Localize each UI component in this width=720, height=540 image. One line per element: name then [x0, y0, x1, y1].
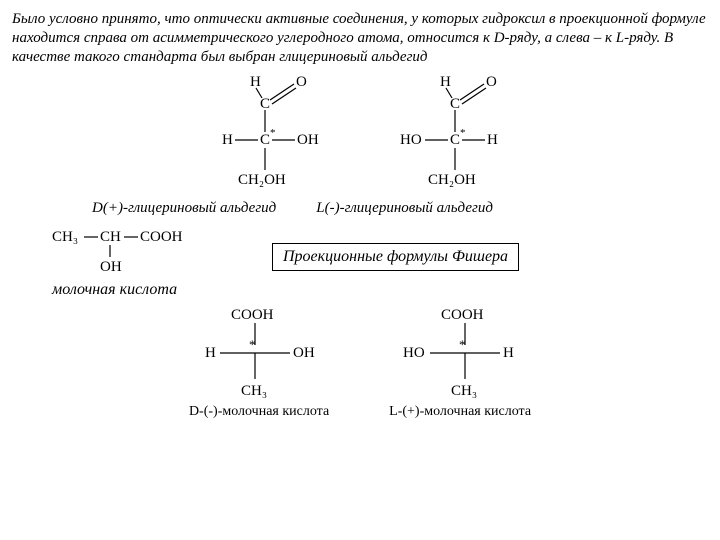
svg-text:CH₂OH: CH₂OH: [238, 172, 286, 188]
svg-text:H: H: [487, 132, 498, 148]
svg-text:OH: OH: [293, 345, 315, 361]
svg-text:CH₂OH: CH₂OH: [428, 172, 476, 188]
svg-text:COOH: COOH: [231, 307, 274, 323]
l-lactic-caption: L-(+)-молочная кислота: [389, 404, 531, 420]
svg-text:COOH: COOH: [140, 229, 183, 245]
d-glyceraldehyde-structure: H O C C * H OH CH₂OH: [200, 74, 330, 194]
svg-text:CH₃: CH₃: [451, 383, 477, 399]
lactic-block: CH₃ CH COOH OH молочная кислота Проекцио…: [52, 227, 708, 299]
svg-text:*: *: [460, 127, 466, 139]
svg-text:HO: HO: [403, 345, 425, 361]
svg-text:H: H: [440, 74, 451, 90]
svg-text:CH₃: CH₃: [241, 383, 267, 399]
svg-text:COOH: COOH: [441, 307, 484, 323]
svg-text:*: *: [459, 337, 466, 352]
svg-text:H: H: [205, 345, 216, 361]
svg-text:HO: HO: [400, 132, 422, 148]
svg-text:*: *: [270, 127, 276, 139]
svg-text:H: H: [250, 74, 261, 90]
lactic-captions: D-(-)-молочная кислота L-(+)-молочная ки…: [12, 404, 708, 420]
l-glyceraldehyde-structure: H O C C * HO H CH₂OH: [390, 74, 520, 194]
svg-text:CH₃: CH₃: [52, 229, 78, 245]
lactic-fischer-row: COOH H * OH CH₃ COOH HO * H CH₃: [12, 305, 708, 400]
svg-text:C: C: [260, 96, 270, 112]
d-lactic-structure: COOH H * OH CH₃: [185, 305, 325, 400]
svg-text:C: C: [450, 96, 460, 112]
lactic-name: молочная кислота: [52, 281, 212, 299]
l-glyceraldehyde-label: L(-)-глицериновый альдегид: [316, 200, 493, 217]
svg-text:OH: OH: [297, 132, 319, 148]
l-lactic-structure: COOH HO * H CH₃: [395, 305, 535, 400]
glyceraldehyde-labels: D(+)-глицериновый альдегид L(-)-глицерин…: [92, 200, 708, 217]
svg-text:C: C: [260, 132, 270, 148]
svg-text:H: H: [222, 132, 233, 148]
glyceraldehyde-row: H O C C * H OH CH₂OH H: [12, 74, 708, 194]
svg-text:CH: CH: [100, 229, 121, 245]
intro-paragraph: Было условно принято, что оптически акти…: [12, 10, 708, 66]
svg-text:O: O: [486, 74, 497, 90]
lactic-condensed-svg: CH₃ CH COOH OH: [52, 227, 212, 273]
svg-text:*: *: [249, 337, 256, 352]
svg-text:H: H: [503, 345, 514, 361]
d-lactic-caption: D-(-)-молочная кислота: [189, 404, 329, 420]
svg-text:C: C: [450, 132, 460, 148]
d-glyceraldehyde-label: D(+)-глицериновый альдегид: [92, 200, 276, 217]
fischer-box-title: Проекционные формулы Фишера: [272, 243, 519, 271]
lactic-condensed: CH₃ CH COOH OH молочная кислота: [52, 227, 212, 299]
svg-text:OH: OH: [100, 259, 122, 273]
fischer-box-wrap: Проекционные формулы Фишера: [272, 227, 519, 271]
svg-text:O: O: [296, 74, 307, 90]
